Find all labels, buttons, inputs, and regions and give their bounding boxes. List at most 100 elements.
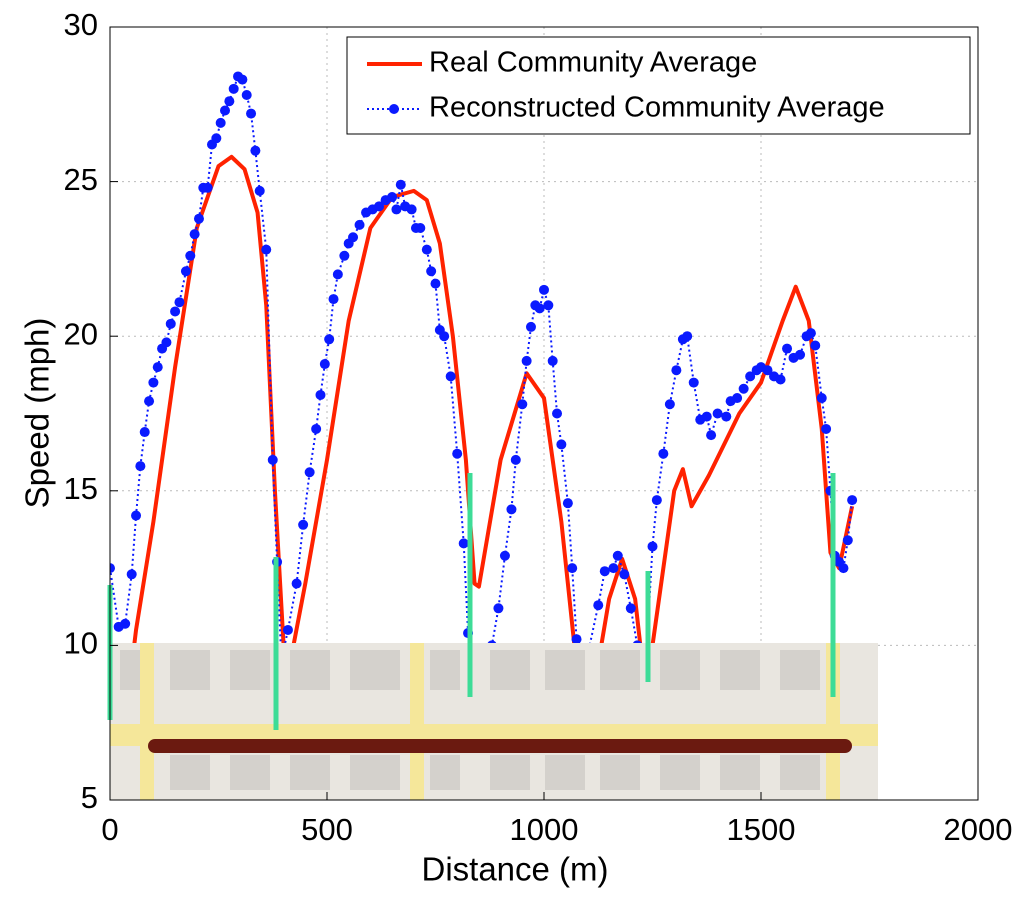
data-point bbox=[721, 412, 731, 422]
data-point bbox=[292, 579, 302, 589]
data-point bbox=[522, 356, 532, 366]
data-point bbox=[658, 449, 668, 459]
data-point bbox=[315, 390, 325, 400]
data-point bbox=[329, 294, 339, 304]
data-point bbox=[689, 378, 699, 388]
data-point bbox=[619, 569, 629, 579]
data-point bbox=[237, 75, 247, 85]
data-point bbox=[311, 424, 321, 434]
data-point bbox=[543, 300, 553, 310]
data-point bbox=[174, 297, 184, 307]
data-point bbox=[339, 251, 349, 261]
data-point bbox=[500, 551, 510, 561]
data-point bbox=[181, 266, 191, 276]
data-point bbox=[211, 133, 221, 143]
data-point bbox=[144, 396, 154, 406]
data-point bbox=[268, 455, 278, 465]
data-point bbox=[170, 306, 180, 316]
data-point bbox=[242, 90, 252, 100]
x-tick-label: 1000 bbox=[510, 812, 579, 847]
data-point bbox=[261, 245, 271, 255]
data-point bbox=[224, 96, 234, 106]
data-point bbox=[702, 412, 712, 422]
data-point bbox=[298, 520, 308, 530]
data-point bbox=[821, 424, 831, 434]
y-tick-label: 25 bbox=[64, 162, 98, 197]
data-point bbox=[535, 303, 545, 313]
data-point bbox=[511, 455, 521, 465]
data-point bbox=[255, 186, 265, 196]
data-point bbox=[648, 541, 658, 551]
data-point bbox=[776, 374, 786, 384]
data-point bbox=[847, 495, 857, 505]
legend-label: Reconstructed Community Average bbox=[429, 92, 885, 124]
data-point bbox=[148, 378, 158, 388]
data-point bbox=[593, 600, 603, 610]
data-point bbox=[613, 551, 623, 561]
data-point bbox=[713, 409, 723, 419]
data-point bbox=[556, 439, 566, 449]
data-point bbox=[563, 498, 573, 508]
data-point bbox=[355, 220, 365, 230]
y-tick-label: 20 bbox=[64, 316, 98, 351]
x-axis-label: Distance (m) bbox=[421, 851, 608, 888]
data-point bbox=[526, 322, 536, 332]
x-tick-label: 2000 bbox=[944, 812, 1013, 847]
data-point bbox=[190, 229, 200, 239]
data-point bbox=[305, 467, 315, 477]
data-point bbox=[671, 365, 681, 375]
y-axis-label: Speed (mph) bbox=[19, 318, 56, 509]
data-point bbox=[324, 334, 334, 344]
data-point bbox=[517, 399, 527, 409]
data-point bbox=[452, 449, 462, 459]
data-point bbox=[706, 430, 716, 440]
legend-marker bbox=[389, 104, 399, 114]
data-point bbox=[166, 319, 176, 329]
data-point bbox=[185, 251, 195, 261]
y-tick-label: 5 bbox=[81, 780, 98, 815]
data-point bbox=[810, 340, 820, 350]
data-point bbox=[120, 619, 130, 629]
data-point bbox=[682, 331, 692, 341]
data-point bbox=[127, 569, 137, 579]
data-point bbox=[333, 269, 343, 279]
data-point bbox=[220, 105, 230, 115]
data-point bbox=[250, 146, 260, 156]
data-point bbox=[539, 285, 549, 295]
data-point bbox=[422, 245, 432, 255]
data-point bbox=[229, 84, 239, 94]
legend: Real Community Average Reconstructed Comm… bbox=[347, 37, 970, 134]
data-point bbox=[806, 328, 816, 338]
data-point bbox=[572, 634, 582, 644]
data-point bbox=[203, 183, 213, 193]
data-point bbox=[387, 192, 397, 202]
map-inset bbox=[110, 643, 878, 800]
data-point bbox=[439, 331, 449, 341]
data-point bbox=[140, 427, 150, 437]
data-point bbox=[817, 393, 827, 403]
data-point bbox=[135, 461, 145, 471]
data-point bbox=[493, 603, 503, 613]
legend-label: Real Community Average bbox=[429, 47, 757, 79]
data-point bbox=[626, 603, 636, 613]
y-tick-label: 10 bbox=[64, 626, 98, 661]
data-point bbox=[246, 109, 256, 119]
data-point bbox=[795, 350, 805, 360]
y-tick-label: 15 bbox=[64, 471, 98, 506]
data-point bbox=[548, 356, 558, 366]
data-point bbox=[391, 204, 401, 214]
data-point bbox=[782, 344, 792, 354]
data-point bbox=[600, 566, 610, 576]
data-point bbox=[131, 511, 141, 521]
data-point bbox=[161, 337, 171, 347]
data-point bbox=[431, 279, 441, 289]
data-point bbox=[732, 393, 742, 403]
data-point bbox=[153, 362, 163, 372]
chart: Real Community Average Reconstructed Comm… bbox=[0, 0, 1023, 897]
x-tick-label: 0 bbox=[101, 812, 118, 847]
data-point bbox=[283, 625, 293, 635]
data-point bbox=[506, 504, 516, 514]
data-point bbox=[838, 563, 848, 573]
data-point bbox=[415, 223, 425, 233]
data-point bbox=[459, 538, 469, 548]
